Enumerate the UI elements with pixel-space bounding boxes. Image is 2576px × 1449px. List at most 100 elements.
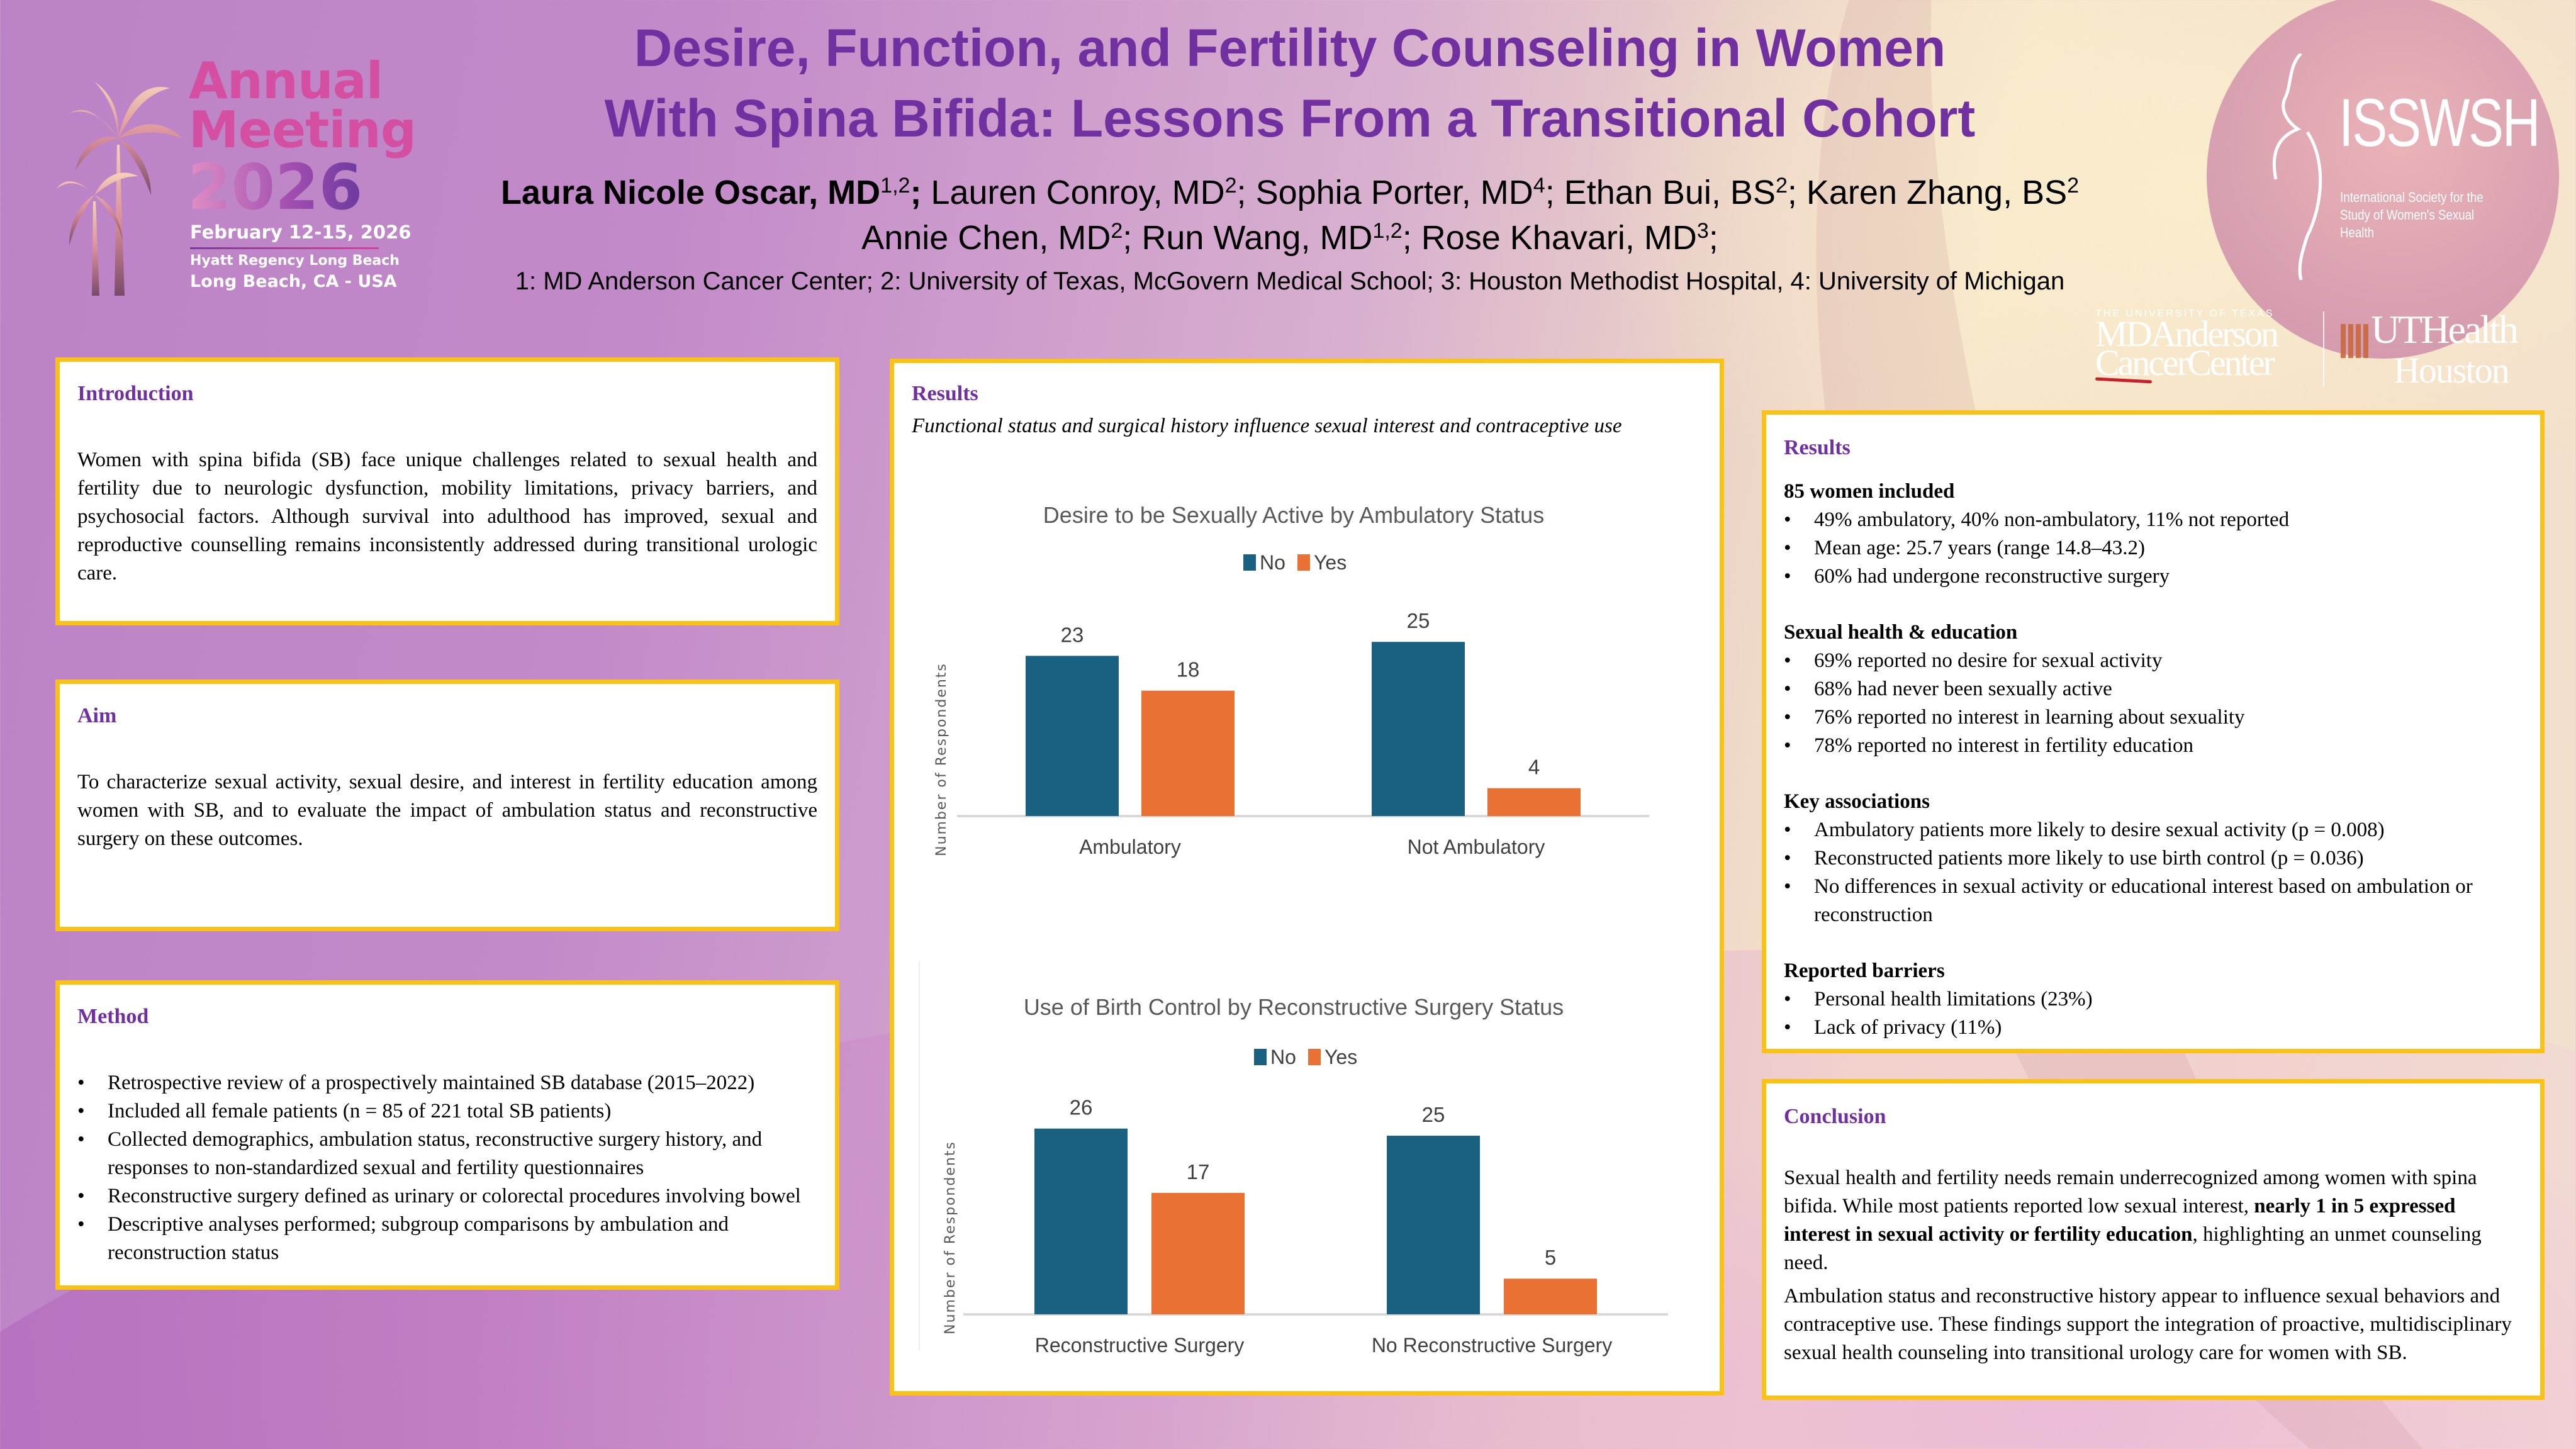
conference-dates: February 12-15, 2026 (190, 221, 412, 243)
results-summary-heading: Results (1784, 436, 1851, 459)
results-section-title: Key associations (1784, 790, 1930, 813)
author: Lauren Conroy, MD2; (921, 174, 1246, 211)
author-line-2: Annie Chen, MD2; Run Wang, MD1,2; Rose K… (440, 215, 2139, 260)
chart-plot: 23 18 Ambulatory 25 4 Not Ambulatory (957, 609, 1649, 858)
author-affiliation-index: 2 (1224, 174, 1237, 198)
author: Rose Khavari, MD3; (1412, 219, 1718, 257)
author-separator: ; (1545, 174, 1555, 211)
results-item: 69% reported no desire for sexual activi… (1784, 647, 2523, 675)
results-charts-heading: Results (912, 382, 978, 405)
conference-logo: Annual Meeting 2026 February 12-15, 2026… (57, 56, 417, 302)
data-label: 25 (1407, 609, 1430, 632)
author-affiliation-index: 2 (2067, 174, 2080, 198)
data-label: 17 (1187, 1160, 1210, 1183)
conclusion-emphasis: nearly 1 in 5 expressed interest in sexu… (1784, 1195, 2456, 1246)
results-item: 76% reported no interest in learning abo… (1784, 703, 2523, 732)
legend-label-yes: Yes (1324, 1046, 1357, 1068)
author-name: Karen Zhang, BS (1796, 174, 2068, 211)
md-anderson-top: THE UNIVERSITY OF TEXAS (2095, 308, 2275, 319)
data-label: 25 (1422, 1103, 1445, 1126)
results-item: 49% ambulatory, 40% non-ambulatory, 11% … (1784, 506, 2523, 534)
author-name: Rose Khavari, MD (1411, 219, 1697, 257)
results-section-title: Reported barriers (1784, 959, 1945, 982)
author-name: Lauren Conroy, MD (921, 174, 1225, 211)
conference-name: Annual Meeting (189, 52, 417, 159)
chart-svg: Use of Birth Control by Reconstructive S… (919, 961, 1668, 1357)
poster-title-line1: Desire, Function, and Fertility Counseli… (634, 18, 1946, 77)
author-name: Sophia Porter, MD (1246, 174, 1533, 211)
affiliations: 1: MD Anderson Cancer Center; 2: Univers… (515, 267, 2065, 295)
isswsh-name: ISSWSH (2339, 84, 2541, 160)
chart-birth-control-by-surgery: Use of Birth Control by Reconstructive S… (894, 961, 1720, 1363)
conference-year: 2026 (188, 150, 363, 224)
author-affiliation-index: 2 (1111, 219, 1123, 243)
author-list: Laura Nicole Oscar, MD1,2; Lauren Conroy… (440, 170, 2139, 260)
author-name: Run Wang, MD (1132, 219, 1373, 257)
results-section-title: Sexual health & education (1784, 621, 2018, 644)
results-section-list: 49% ambulatory, 40% non-ambulatory, 11% … (1784, 506, 2523, 591)
category-label: Not Ambulatory (1408, 836, 1545, 858)
conclusion-text: , highlighting an unmet counseling need. (1784, 1223, 2482, 1274)
author: Sophia Porter, MD4; (1246, 174, 1555, 211)
conclusion-paragraph-1: Sexual health and fertility needs remain… (1784, 1164, 2523, 1277)
author-separator: ; (1708, 219, 1718, 257)
results-item: Ambulatory patients more likely to desir… (1784, 816, 2523, 844)
conclusion-paragraph-2: Ambulation status and reconstructive his… (1784, 1285, 2512, 1364)
chart-plot: 26 17 Reconstructive Surgery 25 5 No Reconstr… (963, 1096, 1668, 1357)
chart-title: Use of Birth Control by Reconstructive S… (1024, 994, 1564, 1020)
conference-name-line2: Meeting (189, 101, 417, 159)
legend-label-no: No (1270, 1046, 1296, 1068)
author-affiliation-index: 4 (1533, 174, 1545, 198)
results-section-list: Personal health limitations (23%)Lack of… (1784, 985, 2523, 1042)
bar-no (1026, 656, 1119, 816)
aim-body: To characterize sexual activity, sexual … (77, 771, 817, 850)
method-item: Included all female patients (n = 85 of … (77, 1097, 817, 1126)
author: Annie Chen, MD2; (861, 219, 1132, 257)
chart-y-axis-label: Number of Respondents (934, 663, 949, 856)
results-section-list: Ambulatory patients more likely to desir… (1784, 816, 2523, 929)
chart-legend: No Yes (1254, 1046, 1357, 1068)
poster-title: Desire, Function, and Fertility Counseli… (440, 13, 2139, 154)
aim-panel: Aim To characterize sexual activity, sex… (55, 680, 839, 931)
author-separator: ; (1402, 219, 1412, 257)
section-gap (1784, 760, 2523, 788)
uthealth-grid-icon (2341, 324, 2368, 358)
md-anderson-line2: CancerCenter (2095, 342, 2275, 383)
method-panel: Method Retrospective review of a prospec… (55, 980, 839, 1290)
data-label: 26 (1070, 1096, 1093, 1119)
bar-no (1034, 1128, 1128, 1314)
method-item: Reconstructive surgery defined as urinar… (77, 1182, 817, 1211)
chart-y-axis-label: Number of Respondents (943, 1141, 958, 1334)
bar-yes (1487, 788, 1581, 816)
author: Karen Zhang, BS2 (1797, 174, 2079, 211)
category-label: Ambulatory (1079, 836, 1181, 858)
author: Ethan Bui, BS2; (1555, 174, 1797, 211)
results-charts-subtitle: Functional status and surgical history i… (912, 415, 1622, 437)
method-item: Retrospective review of a prospectively … (77, 1069, 817, 1097)
isswsh-subtitle: International Society for the Study of W… (2340, 189, 2484, 240)
bar-yes (1151, 1192, 1245, 1314)
introduction-heading: Introduction (77, 382, 194, 405)
method-heading: Method (77, 1005, 149, 1028)
author-name: Ethan Bui, BS (1554, 174, 1776, 211)
category-label: No Reconstructive Surgery (1372, 1334, 1612, 1357)
author-separator: ; (1236, 174, 1246, 211)
results-item: 78% reported no interest in fertility ed… (1784, 732, 2523, 760)
author-separator: ; (1787, 174, 1797, 211)
results-item: Reconstructed patients more likely to us… (1784, 844, 2523, 873)
data-label: 18 (1177, 658, 1200, 681)
author-line-1: Laura Nicole Oscar, MD1,2; Lauren Conroy… (440, 170, 2139, 215)
results-item: 60% had undergone reconstructive surgery (1784, 562, 2523, 591)
author-name: Annie Chen, MD (861, 219, 1111, 257)
results-item: 68% had never been sexually active (1784, 675, 2523, 703)
author: Run Wang, MD1,2; (1132, 219, 1411, 257)
md-anderson-line1: MDAnderson (2095, 313, 2279, 354)
legend-swatch-no (1254, 1049, 1267, 1065)
introduction-body: Women with spina bifida (SB) face unique… (77, 449, 817, 585)
md-anderson-logo: THE UNIVERSITY OF TEXAS MDAnderson Cance… (2095, 308, 2322, 390)
results-section-title: 85 women included (1784, 480, 1955, 503)
chart-svg: Desire to be Sexually Active by Ambulato… (934, 502, 1649, 858)
conference-name-line1: Annual (189, 52, 383, 110)
results-item: Mean age: 25.7 years (range 14.8–43.2) (1784, 534, 2523, 562)
poster-title-line2: With Spina Bifida: Lessons From a Transi… (604, 89, 1976, 148)
